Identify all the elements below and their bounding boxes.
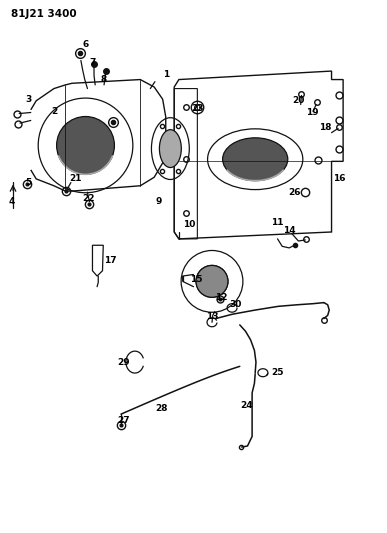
Text: 17: 17 <box>104 256 117 264</box>
Text: 81J21 3400: 81J21 3400 <box>11 9 76 19</box>
Ellipse shape <box>196 265 228 297</box>
Text: 16: 16 <box>333 174 346 183</box>
Text: 14: 14 <box>283 226 295 235</box>
Text: 23: 23 <box>191 104 204 113</box>
Text: 24: 24 <box>240 401 253 410</box>
Text: 27: 27 <box>117 416 130 425</box>
Text: 5: 5 <box>25 178 32 187</box>
Text: 28: 28 <box>156 405 168 413</box>
Text: 9: 9 <box>156 197 162 206</box>
Ellipse shape <box>223 138 288 181</box>
Text: 15: 15 <box>190 275 203 284</box>
Text: 18: 18 <box>319 123 332 132</box>
Text: 4: 4 <box>8 197 15 206</box>
Text: 6: 6 <box>82 40 89 49</box>
Text: 12: 12 <box>215 293 228 302</box>
Text: 7: 7 <box>89 58 96 67</box>
Text: 25: 25 <box>271 368 284 377</box>
Text: 3: 3 <box>25 95 32 104</box>
Text: 8: 8 <box>101 75 107 84</box>
Text: 21: 21 <box>70 174 82 183</box>
Text: 19: 19 <box>306 108 319 117</box>
Text: 29: 29 <box>117 358 130 367</box>
Ellipse shape <box>57 117 115 174</box>
Text: 13: 13 <box>206 312 218 321</box>
Text: 26: 26 <box>288 188 301 197</box>
Text: 22: 22 <box>82 194 95 203</box>
Text: 10: 10 <box>183 220 196 229</box>
Text: 20: 20 <box>292 96 305 106</box>
Text: 2: 2 <box>51 107 57 116</box>
Ellipse shape <box>159 130 182 167</box>
Text: 30: 30 <box>229 300 241 309</box>
Text: 11: 11 <box>271 219 284 228</box>
Text: 1: 1 <box>163 70 170 79</box>
